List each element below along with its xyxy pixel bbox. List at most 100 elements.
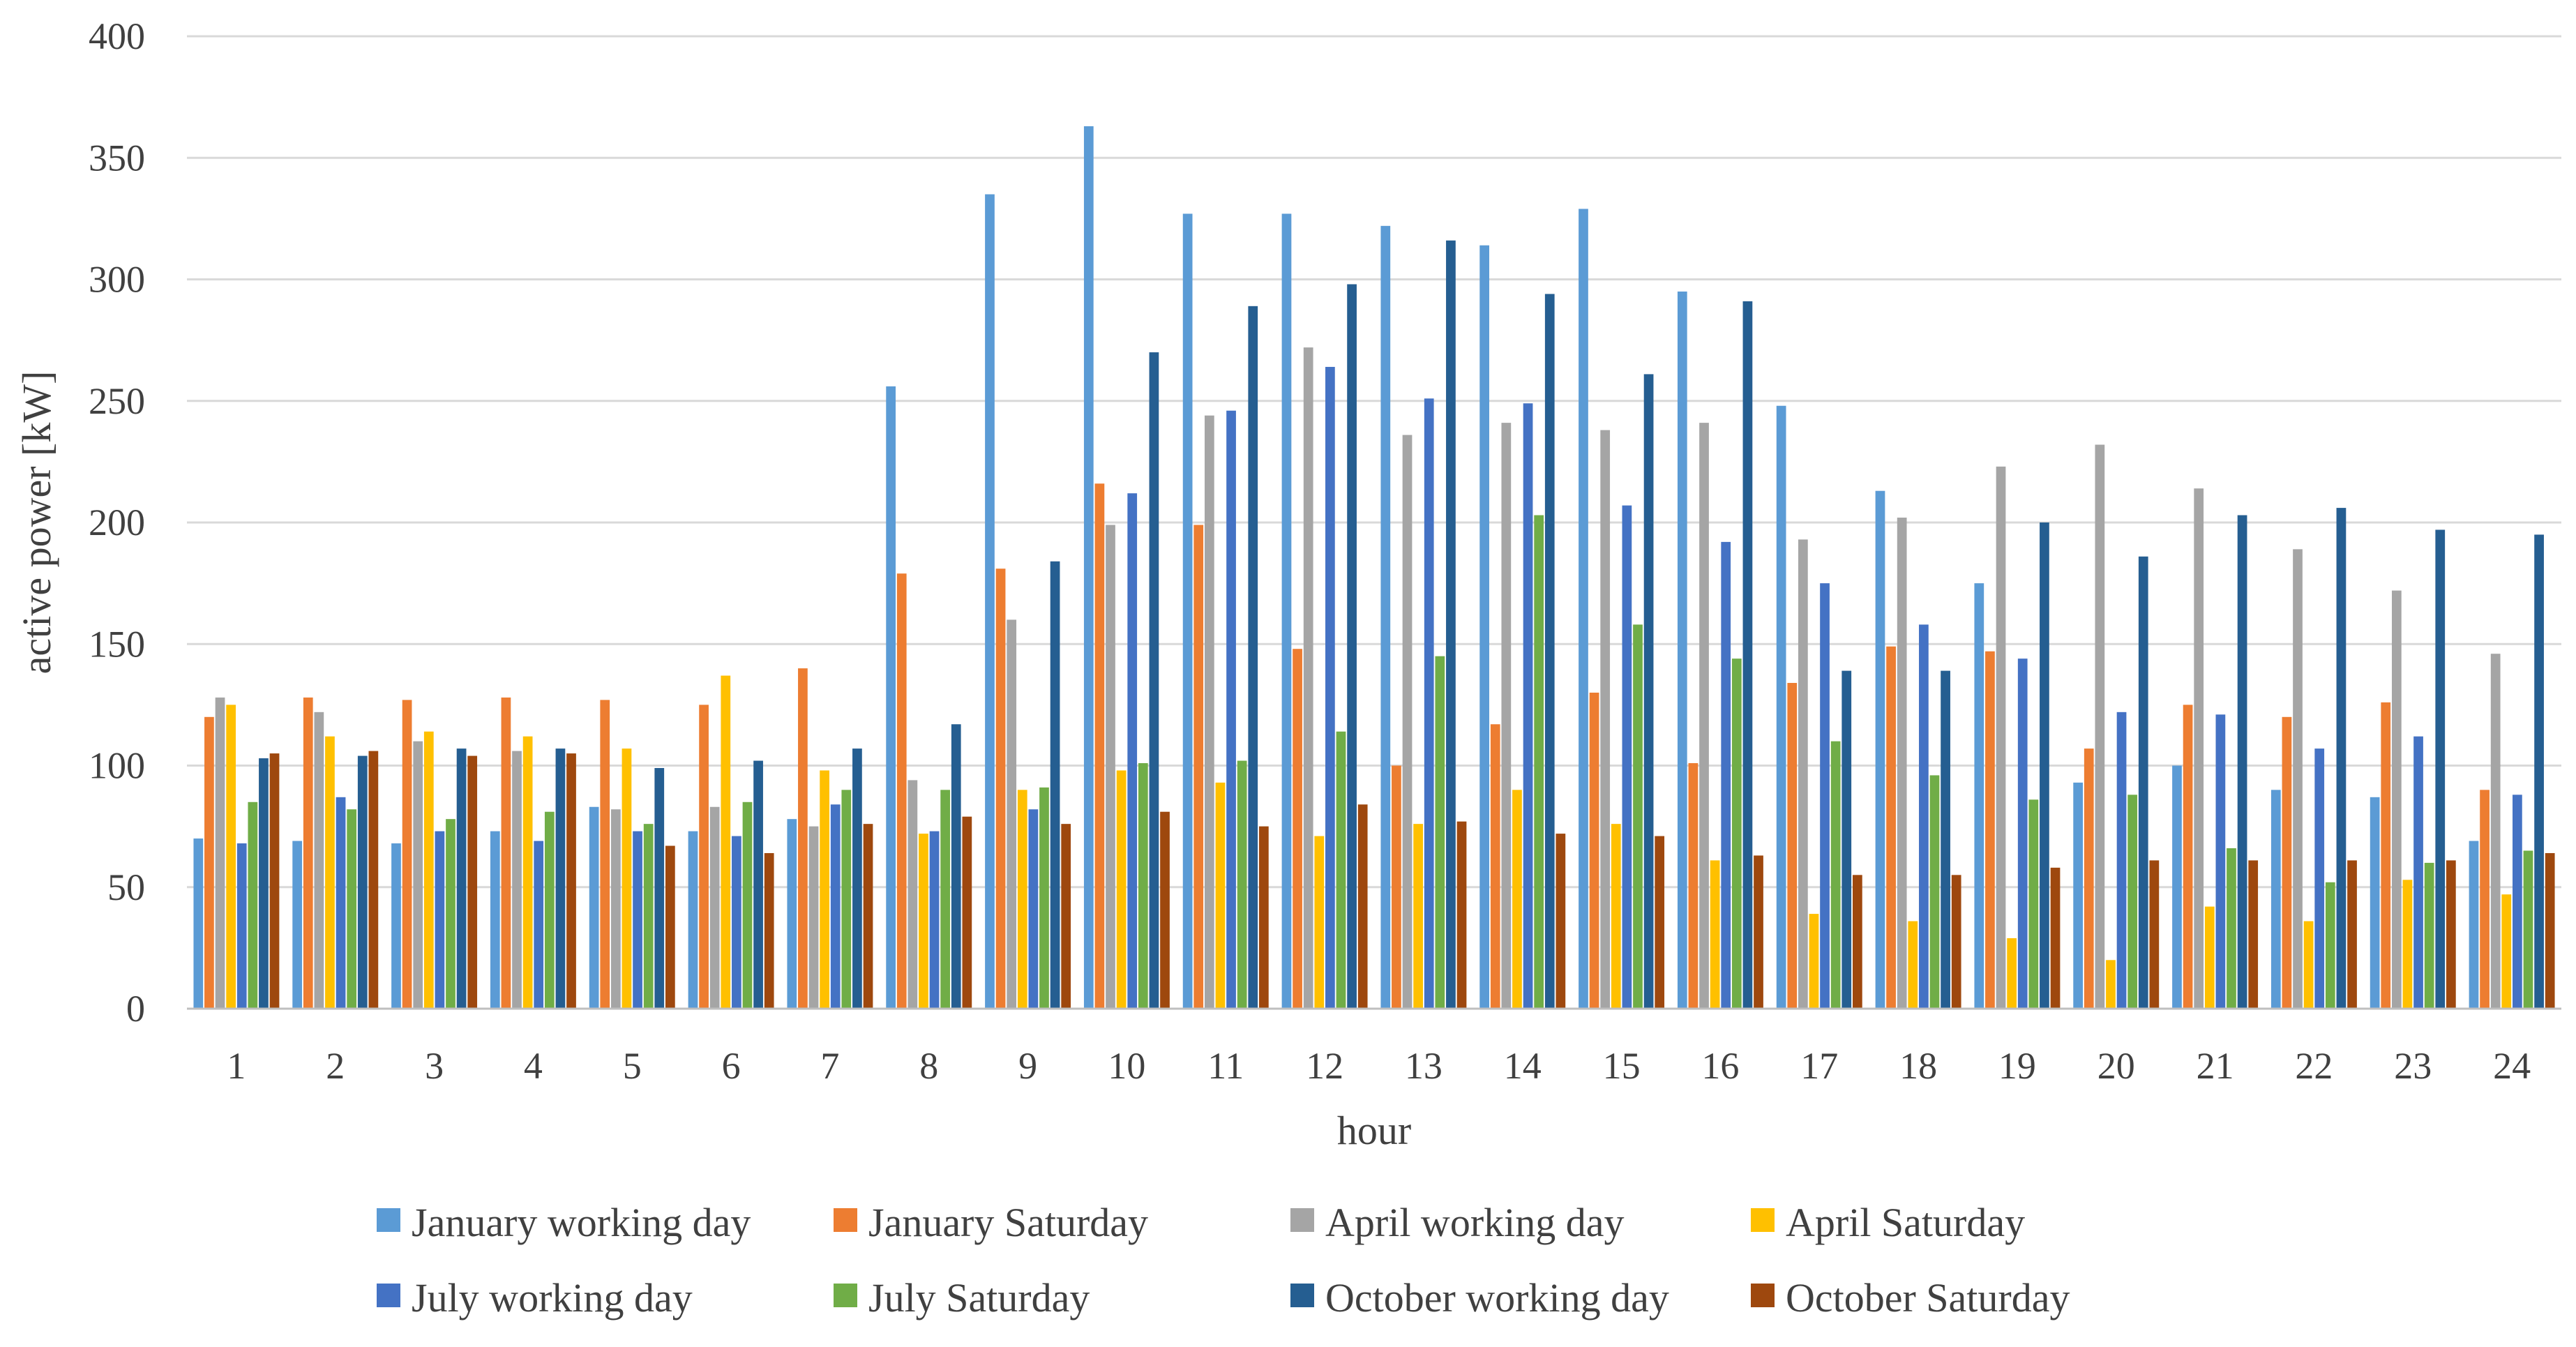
bar xyxy=(2183,705,2193,1009)
bar xyxy=(709,806,720,1009)
x-tick-label: 2 xyxy=(326,1045,345,1087)
bar xyxy=(1007,619,1017,1009)
bar xyxy=(808,826,819,1009)
legend-label: July Saturday xyxy=(868,1275,1090,1320)
bar xyxy=(995,569,1006,1009)
bar xyxy=(2248,860,2259,1009)
bar xyxy=(215,697,225,1009)
bar xyxy=(1699,423,1709,1009)
bar xyxy=(2413,736,2423,1009)
bar xyxy=(622,748,632,1009)
bar xyxy=(1798,539,1808,1009)
x-axis-label: hour xyxy=(1337,1108,1411,1153)
bar xyxy=(1556,834,1566,1009)
legend-swatch xyxy=(1751,1208,1775,1232)
bar xyxy=(347,809,357,1009)
bar xyxy=(413,741,423,1009)
bar xyxy=(1083,126,1094,1009)
legend-swatch xyxy=(1290,1208,1314,1232)
bar xyxy=(1039,787,1049,1009)
bar xyxy=(1204,415,1214,1009)
bar xyxy=(1534,515,1544,1009)
bar xyxy=(1589,692,1599,1009)
bar xyxy=(2138,556,2148,1009)
bar xyxy=(1688,763,1698,1009)
bar xyxy=(2534,534,2544,1009)
bar xyxy=(852,748,862,1009)
x-tick-label: 3 xyxy=(425,1045,444,1087)
y-tick-label: 150 xyxy=(89,623,145,665)
bar xyxy=(2050,867,2061,1009)
bar xyxy=(226,705,236,1009)
x-tick-label: 9 xyxy=(1018,1045,1037,1087)
bar xyxy=(896,573,907,1009)
bar xyxy=(1127,493,1138,1009)
bar xyxy=(2215,714,2226,1009)
bar xyxy=(940,790,951,1009)
bar xyxy=(1787,683,1798,1009)
bar xyxy=(1579,209,1588,1009)
bar xyxy=(610,809,621,1009)
bar xyxy=(688,831,698,1009)
bar xyxy=(1544,294,1555,1009)
bar xyxy=(1996,466,2006,1009)
bar xyxy=(1841,670,1852,1009)
bar xyxy=(1017,790,1027,1009)
bar xyxy=(2106,960,2116,1009)
x-tick-label: 22 xyxy=(2295,1045,2333,1087)
bar xyxy=(1293,649,1302,1009)
bar xyxy=(1182,213,1193,1009)
bar xyxy=(1523,403,1533,1009)
bar xyxy=(1138,763,1148,1009)
bar xyxy=(501,697,511,1009)
bar xyxy=(2370,797,2380,1009)
bar xyxy=(742,802,753,1009)
bar xyxy=(248,802,258,1009)
bar xyxy=(1357,804,1368,1009)
bar xyxy=(2513,795,2522,1009)
bar xyxy=(1424,398,1434,1009)
bar xyxy=(303,697,313,1009)
bar xyxy=(1985,651,1995,1009)
bar xyxy=(1446,240,1456,1009)
bar xyxy=(490,831,500,1009)
bar xyxy=(919,834,928,1009)
bar xyxy=(1809,914,1819,1009)
bar xyxy=(2336,508,2347,1009)
bar xyxy=(1710,860,1720,1009)
x-tick-label: 15 xyxy=(1603,1045,1641,1087)
bar xyxy=(764,852,774,1009)
x-tick-labels: 1 2 3 4 5 6 7 8 9 10 11 12 13 14 15 16 17 18 19 20 21 22 23 24 xyxy=(227,1045,2531,1087)
x-tick-label: 18 xyxy=(1899,1045,1937,1087)
bar xyxy=(654,767,665,1009)
bar xyxy=(2391,590,2402,1009)
bar xyxy=(1731,659,1742,1009)
x-tick-label: 20 xyxy=(2097,1045,2135,1087)
bar xyxy=(787,819,797,1009)
bar xyxy=(446,819,455,1009)
bar xyxy=(1028,809,1039,1009)
bar xyxy=(1281,213,1292,1009)
legend-swatch xyxy=(834,1208,857,1232)
bar xyxy=(544,811,555,1009)
bar xyxy=(456,748,467,1009)
bar xyxy=(1908,921,1918,1009)
x-tick-label: 6 xyxy=(722,1045,741,1087)
bar xyxy=(1094,483,1105,1009)
bar xyxy=(2040,522,2049,1009)
bar xyxy=(1643,374,1654,1009)
bar xyxy=(2501,894,2512,1009)
legend-label: October Saturday xyxy=(1786,1275,2070,1320)
bar xyxy=(1215,782,1226,1009)
bar xyxy=(1721,541,1731,1009)
bar xyxy=(2435,529,2446,1009)
bar xyxy=(2172,765,2182,1009)
bar xyxy=(2270,790,2281,1009)
bar xyxy=(1347,284,1357,1009)
bar xyxy=(600,700,610,1009)
bar xyxy=(1897,518,1907,1009)
bar xyxy=(314,712,324,1009)
bar xyxy=(2314,748,2325,1009)
bar xyxy=(2424,862,2434,1009)
